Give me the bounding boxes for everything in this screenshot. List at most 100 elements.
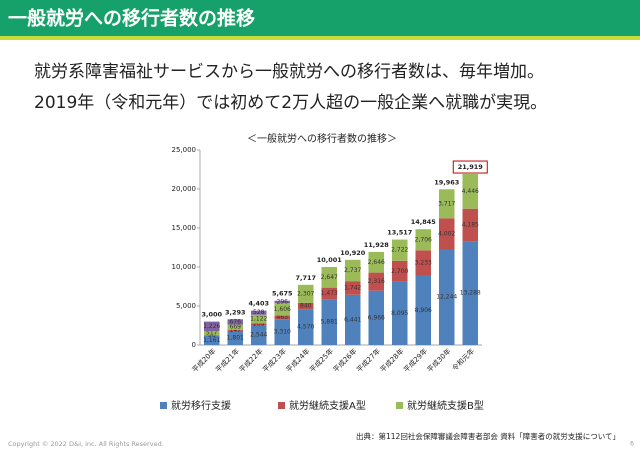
- bar-segment: [368, 290, 385, 345]
- value-label: 2,722: [391, 247, 408, 254]
- value-label: 1,742: [344, 284, 361, 291]
- bar-segment: [203, 331, 220, 336]
- value-label: 2,700: [391, 268, 408, 275]
- value-label: 4,002: [438, 230, 455, 237]
- bar-segment: [227, 330, 244, 345]
- value-label: 676: [230, 318, 242, 325]
- x-tick-label: 平成25年: [308, 346, 336, 374]
- value-label: 2,646: [368, 259, 385, 266]
- bar-segment: [438, 218, 455, 250]
- bar-segment: [227, 319, 244, 325]
- value-label: 8,906: [415, 307, 432, 314]
- bar-segment: [250, 314, 267, 324]
- bar-segment: [344, 281, 361, 295]
- bar-segment: [227, 329, 244, 331]
- x-tick-label: 平成23年: [261, 346, 289, 374]
- value-label: 4,446: [462, 188, 479, 195]
- bar-segment: [274, 315, 291, 320]
- value-label: 1,226: [203, 323, 220, 330]
- x-tick-group: 平成26年: [331, 346, 359, 374]
- value-label: 840: [300, 303, 312, 310]
- value-label: 296: [277, 298, 289, 305]
- value-label: 2,737: [344, 267, 361, 274]
- bar-segment: [368, 272, 385, 291]
- bar-segment: [203, 335, 220, 336]
- x-tick-group: 平成30年: [425, 346, 453, 374]
- total-label: 13,517: [387, 229, 412, 237]
- bar-segment: [250, 323, 267, 326]
- y-tick-label: 20,000: [172, 185, 197, 193]
- x-tick-group: 平成20年: [190, 346, 218, 374]
- bar-segment: [274, 300, 291, 304]
- x-tick-group: 平成21年: [214, 346, 242, 374]
- value-label: 6,966: [368, 314, 385, 321]
- y-tick-label: 15,000: [172, 224, 197, 232]
- x-tick-label: 平成26年: [331, 346, 359, 374]
- value-label: 12,244: [436, 294, 457, 301]
- bar-segment: [274, 319, 291, 345]
- legend-label: 就労継続支援A型: [289, 399, 366, 412]
- bar-segment: [344, 294, 361, 345]
- x-tick-label: 平成30年: [425, 346, 453, 374]
- value-label: 2,307: [297, 290, 314, 297]
- bar-segment: [344, 259, 361, 282]
- total-label: 10,920: [340, 249, 366, 257]
- bar-segment: [203, 335, 220, 345]
- total-label: 11,928: [364, 241, 390, 249]
- legend-swatch: [160, 402, 167, 409]
- x-tick-group: 平成25年: [308, 346, 336, 374]
- total-label: 19,963: [434, 178, 459, 186]
- highlight-box: [452, 160, 488, 174]
- x-tick-group: 平成24年: [284, 346, 312, 374]
- total-label: 10,001: [317, 256, 343, 264]
- x-tick-label: 平成21年: [214, 346, 242, 374]
- value-label: 1,801: [227, 334, 244, 341]
- value-label: 528: [253, 309, 265, 316]
- value-label: 1,606: [274, 306, 291, 313]
- header-title: 一般就労への移行者数の推移: [8, 7, 255, 30]
- value-label: 96: [208, 332, 216, 339]
- bar-segment: [203, 321, 220, 332]
- value-label: 2,647: [321, 274, 338, 281]
- value-label: 8,095: [391, 310, 408, 317]
- y-tick-label: 10,000: [172, 263, 197, 271]
- bar-segment: [321, 299, 338, 345]
- value-label: 147: [230, 327, 242, 334]
- bar-segment: [297, 302, 314, 310]
- bar-segment: [297, 284, 314, 303]
- bar-segment: [415, 250, 432, 276]
- x-tick-group: 平成29年: [402, 346, 430, 374]
- source: 出典：第112回社会保障審議会障害者部会 資料「障害者の就労支援について」: [356, 431, 620, 441]
- legend-label: 就労継続支援B型: [407, 399, 484, 412]
- bar-segment: [415, 229, 432, 251]
- x-tick-label: 平成29年: [402, 346, 430, 374]
- bar-segment: [391, 239, 408, 261]
- body-line: 就労系障害福祉サービスから一般就労への移行者数は、毎年増加。: [34, 62, 544, 82]
- y-tick-label: 25,000: [172, 146, 197, 154]
- total-label: 3,000: [201, 311, 222, 319]
- bar-segment: [438, 189, 455, 219]
- x-tick-label: 令和元年: [450, 346, 476, 372]
- value-label: 4,570: [297, 324, 314, 331]
- total-label: 4,403: [248, 300, 269, 308]
- value-label: 2,706: [415, 236, 432, 243]
- value-label: 2,316: [368, 278, 385, 285]
- value-label: 13,288: [460, 290, 481, 297]
- x-tick-group: 平成27年: [355, 346, 383, 374]
- body-line: 2019年（令和元年）では初めて2万人超の一般企業へ就職が実現。: [34, 93, 547, 113]
- value-label: 3,310: [274, 329, 291, 336]
- header-rule: [0, 36, 640, 40]
- header-bar: [0, 0, 640, 36]
- copyright: Copyright © 2022 D&I, inc. All Rights Re…: [8, 440, 164, 448]
- value-label: 1,122: [250, 316, 267, 323]
- bar-segment: [297, 309, 314, 345]
- x-tick-group: 平成23年: [261, 346, 289, 374]
- x-tick-label: 平成28年: [378, 346, 406, 374]
- value-label: 3,717: [438, 200, 455, 207]
- bar-segment: [438, 249, 455, 345]
- total-label: 14,845: [411, 218, 437, 226]
- value-label: 2,544: [250, 332, 267, 339]
- bar-segment: [250, 325, 267, 345]
